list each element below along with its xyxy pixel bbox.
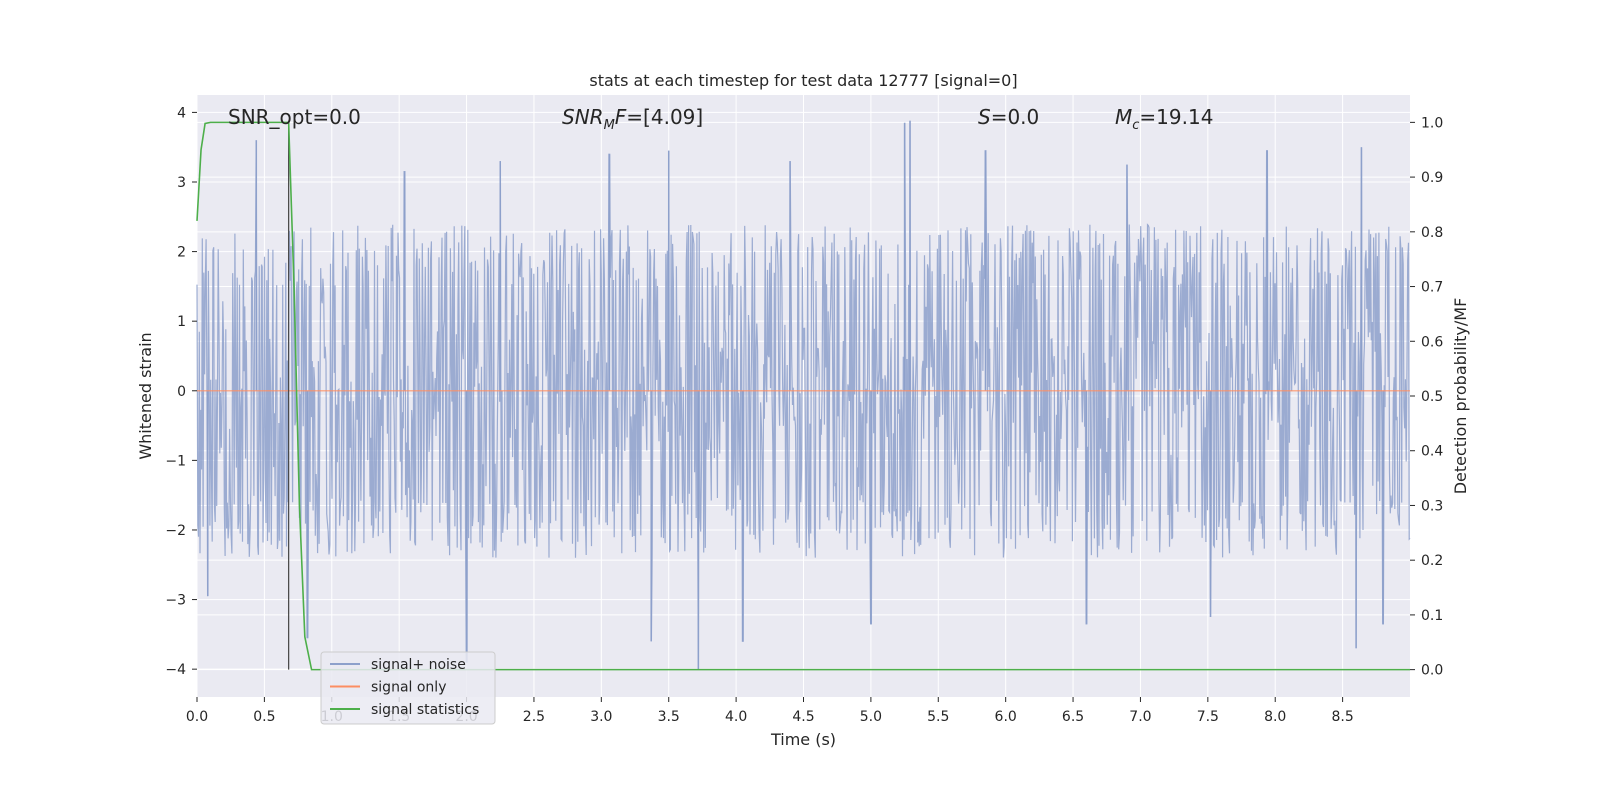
y-right-tick-label: 0.7 [1421, 280, 1443, 296]
chart-title: stats at each timestep for test data 127… [589, 71, 1017, 90]
annotation-s-main: S [978, 105, 991, 129]
x-tick-label: 3.0 [590, 709, 612, 725]
x-tick-label: 0.5 [253, 709, 275, 725]
noise-trace [196, 120, 1411, 670]
y-tick-label: −4 [165, 662, 186, 678]
series-signal-noise [196, 120, 1411, 670]
annotation-s-value: =0.0 [991, 105, 1040, 129]
y-right-tick-label: 0.6 [1421, 334, 1443, 350]
x-tick-label: 4.0 [725, 709, 747, 725]
x-tick-label: 8.0 [1264, 709, 1286, 725]
y-right-tick-label: 0.3 [1421, 498, 1443, 514]
y-right-tick-label: 0.0 [1421, 663, 1443, 679]
x-tick-label: 6.0 [995, 709, 1017, 725]
x-tick-label: 3.5 [658, 709, 680, 725]
x-tick-label: 4.5 [792, 709, 814, 725]
x-tick-label: 8.5 [1331, 709, 1353, 725]
legend-box [320, 651, 496, 725]
y-right-tick-label: 0.4 [1421, 444, 1443, 460]
annotation-mc-main: M [1115, 105, 1132, 129]
signal-statistics-line [196, 121, 1410, 671]
legend-label-signal-statistics: signal statistics [371, 702, 479, 718]
y-right-tick-label: 0.9 [1421, 170, 1443, 186]
y-tick-label: 0 [177, 384, 186, 400]
annotation-mc: Mc=19.14 [1115, 105, 1213, 133]
annotation-snr-opt: SNR_opt=0.0 [228, 105, 361, 129]
legend-label-signal-noise: signal+ noise [371, 657, 466, 673]
x-tick-label: 6.5 [1062, 709, 1084, 725]
y-axis-right-label: Detection probability/MF [1451, 298, 1470, 495]
y-right-tick-label: 0.2 [1421, 553, 1443, 569]
annotation-s: S=0.0 [978, 105, 1039, 129]
y-right-tick-label: 1.0 [1421, 115, 1443, 131]
x-tick-label: 7.0 [1129, 709, 1151, 725]
y-tick-label: −2 [165, 523, 186, 539]
x-tick-label: 5.5 [927, 709, 949, 725]
annotation-snr-mf-f: F [615, 105, 627, 129]
x-tick-label: 0.0 [186, 709, 208, 725]
annotation-snr-mf-value: =[4.09] [626, 105, 703, 129]
annotation-mc-sub: c [1132, 118, 1139, 133]
annotation-snr-mf-sub: M [604, 118, 615, 133]
y-right-tick-label: 0.8 [1421, 225, 1443, 241]
legend: signal+ noise signal only signal statist… [320, 651, 496, 725]
y-tick-label: 2 [177, 245, 186, 261]
y-right-tick-label: 0.1 [1421, 608, 1443, 624]
x-tick-label: 7.5 [1197, 709, 1219, 725]
y-axis-label: Whitened strain [136, 332, 155, 459]
y-tick-label: −1 [165, 453, 186, 469]
annotation-snr-mf-main: SNR [562, 105, 604, 129]
y-tick-label: 4 [177, 105, 186, 121]
series-signal-statistics [196, 121, 1410, 671]
annotation-mc-value: =19.14 [1139, 105, 1213, 129]
legend-label-signal-only: signal only [371, 680, 446, 696]
x-axis-label: Time (s) [770, 730, 836, 749]
x-tick-label: 2.5 [523, 709, 545, 725]
annotation-snr-mf: SNRMF=[4.09] [562, 105, 703, 133]
y-right-tick-label: 0.5 [1421, 389, 1443, 405]
y-tick-label: 1 [177, 314, 186, 330]
y-tick-label: 3 [177, 175, 186, 191]
y-tick-label: −3 [165, 593, 186, 609]
x-tick-label: 5.0 [860, 709, 882, 725]
